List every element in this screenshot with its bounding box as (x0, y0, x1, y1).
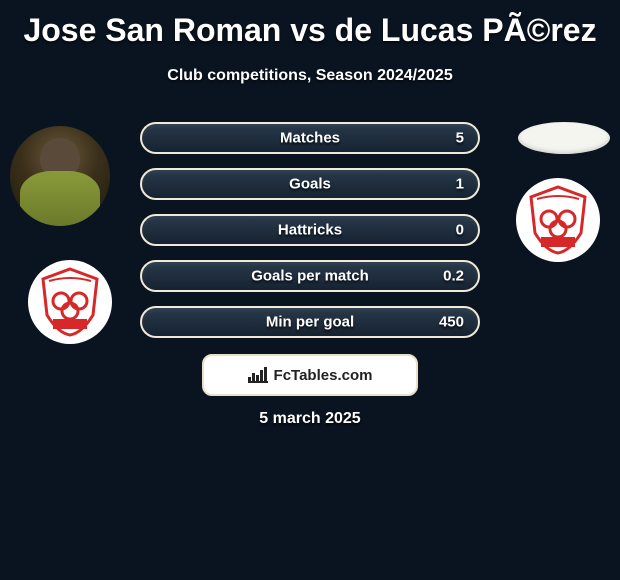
stat-bar: Min per goal 450 (140, 306, 480, 338)
stat-label: Goals (142, 176, 478, 193)
club-badge-right (516, 178, 600, 262)
stat-value: 5 (456, 130, 464, 147)
player-left-avatar (10, 126, 110, 226)
stat-label: Goals per match (142, 268, 478, 285)
stat-value: 1 (456, 176, 464, 193)
stat-label: Min per goal (142, 314, 478, 331)
brand-text: FcTables.com (274, 367, 373, 384)
stat-label: Matches (142, 130, 478, 147)
bar-chart-icon (248, 367, 268, 383)
subtitle: Club competitions, Season 2024/2025 (0, 67, 620, 85)
stat-label: Hattricks (142, 222, 478, 239)
stat-bar: Hattricks 0 (140, 214, 480, 246)
brand-pill: FcTables.com (202, 354, 418, 396)
stat-bar: Matches 5 (140, 122, 480, 154)
stats-bars: Matches 5 Goals 1 Hattricks 0 Goals per … (140, 122, 480, 352)
stat-bar: Goals 1 (140, 168, 480, 200)
page-title: Jose San Roman vs de Lucas PÃ©rez (0, 0, 620, 49)
stat-value: 450 (439, 314, 464, 331)
club-badge-left (28, 260, 112, 344)
stat-value: 0.2 (443, 268, 464, 285)
stat-bar: Goals per match 0.2 (140, 260, 480, 292)
date-text: 5 march 2025 (0, 410, 620, 428)
stat-value: 0 (456, 222, 464, 239)
player-right-avatar (518, 122, 610, 154)
